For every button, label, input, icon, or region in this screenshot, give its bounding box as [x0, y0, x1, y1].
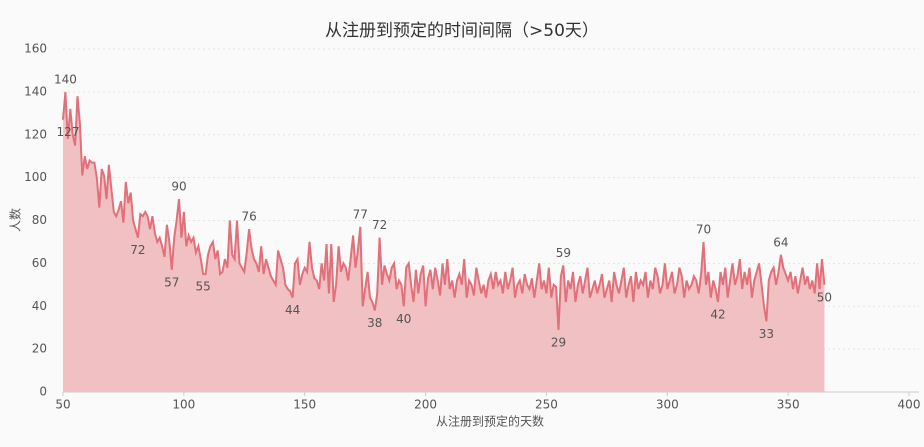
y-tick-label: 40 [32, 299, 47, 313]
data-label: 90 [171, 180, 186, 194]
y-tick-label: 100 [24, 170, 47, 184]
data-label: 127 [57, 125, 80, 139]
data-label: 29 [551, 335, 566, 349]
line [62, 91, 826, 330]
y-tick-label: 60 [32, 256, 47, 270]
x-tick-label: 300 [656, 398, 679, 412]
x-tick-label: 50 [55, 398, 70, 412]
data-label: 64 [773, 235, 788, 249]
y-tick-label: 140 [24, 84, 47, 98]
x-tick-label: 200 [414, 398, 437, 412]
chart-title: 从注册到预定的时间间隔（>50天） [325, 21, 599, 41]
data-label: 72 [130, 243, 145, 257]
x-tick-label: 250 [535, 398, 558, 412]
x-tick-label: 100 [172, 398, 195, 412]
data-label: 76 [241, 210, 256, 224]
data-label: 44 [285, 303, 300, 317]
data-label: 140 [54, 72, 77, 86]
x-axis-label: 从注册到预定的天数 [436, 414, 544, 429]
y-tick-label: 0 [39, 385, 47, 399]
y-axis-label: 人数 [8, 208, 23, 232]
x-tick-label: 150 [293, 398, 316, 412]
data-label: 50 [817, 290, 832, 304]
y-tick-label: 20 [32, 342, 47, 356]
area [63, 91, 825, 393]
data-label: 70 [696, 222, 711, 236]
y-tick-label: 160 [24, 42, 47, 56]
x-tick-label: 350 [777, 398, 800, 412]
y-tick-label: 120 [24, 127, 47, 141]
data-label: 59 [556, 246, 571, 260]
x-tick-label: 400 [898, 398, 921, 412]
data-label: 40 [396, 312, 411, 326]
data-label: 72 [372, 218, 387, 232]
data-label: 38 [367, 316, 382, 330]
y-tick-label: 80 [32, 213, 47, 227]
data-label: 33 [759, 327, 774, 341]
data-label: 77 [353, 207, 368, 221]
data-label: 55 [196, 280, 211, 294]
data-label: 42 [710, 307, 725, 321]
data-label: 57 [164, 275, 179, 289]
